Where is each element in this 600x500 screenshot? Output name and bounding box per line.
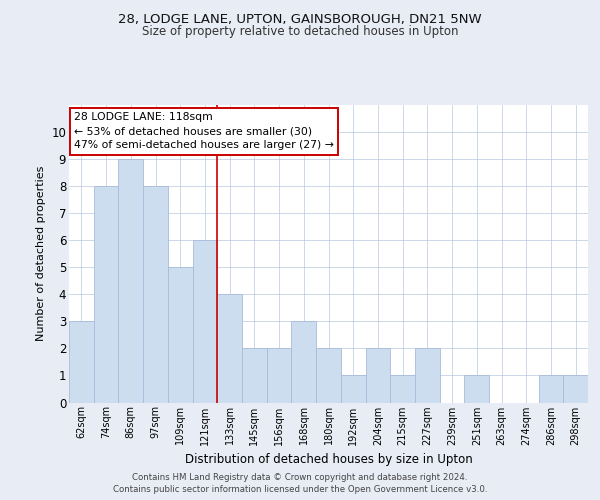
Bar: [94, 186, 118, 402]
Text: Size of property relative to detached houses in Upton: Size of property relative to detached ho…: [142, 25, 458, 38]
Bar: [415, 348, 440, 403]
Bar: [168, 268, 193, 402]
Bar: [365, 348, 390, 403]
Bar: [292, 322, 316, 402]
Bar: [539, 376, 563, 402]
Text: 28 LODGE LANE: 118sqm
← 53% of detached houses are smaller (30)
47% of semi-deta: 28 LODGE LANE: 118sqm ← 53% of detached …: [74, 112, 334, 150]
Bar: [267, 348, 292, 403]
Bar: [242, 348, 267, 403]
Text: 28, LODGE LANE, UPTON, GAINSBOROUGH, DN21 5NW: 28, LODGE LANE, UPTON, GAINSBOROUGH, DN2…: [118, 12, 482, 26]
Bar: [69, 322, 94, 402]
Bar: [341, 376, 365, 402]
Bar: [217, 294, 242, 403]
X-axis label: Distribution of detached houses by size in Upton: Distribution of detached houses by size …: [185, 453, 472, 466]
Text: Contains HM Land Registry data © Crown copyright and database right 2024.
Contai: Contains HM Land Registry data © Crown c…: [113, 472, 487, 494]
Y-axis label: Number of detached properties: Number of detached properties: [36, 166, 46, 342]
Bar: [118, 159, 143, 402]
Bar: [143, 186, 168, 402]
Bar: [193, 240, 217, 402]
Bar: [316, 348, 341, 403]
Bar: [563, 376, 588, 402]
Bar: [464, 376, 489, 402]
Bar: [390, 376, 415, 402]
